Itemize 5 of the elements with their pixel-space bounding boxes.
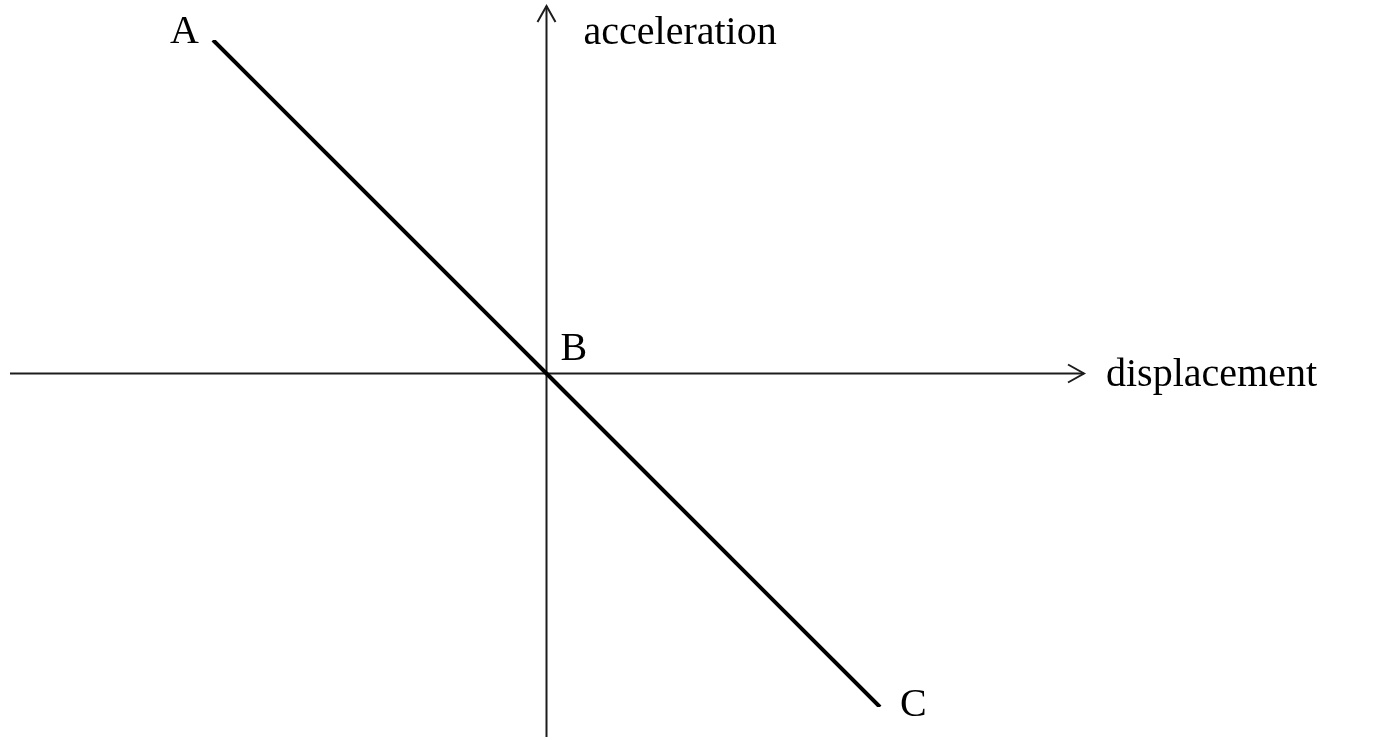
annotation: B <box>560 324 588 369</box>
x-axis-title: displacement <box>1106 350 1318 395</box>
annotation: A <box>170 6 200 52</box>
annotation: C <box>900 679 927 725</box>
y-axis-title: acceleration <box>583 7 777 53</box>
